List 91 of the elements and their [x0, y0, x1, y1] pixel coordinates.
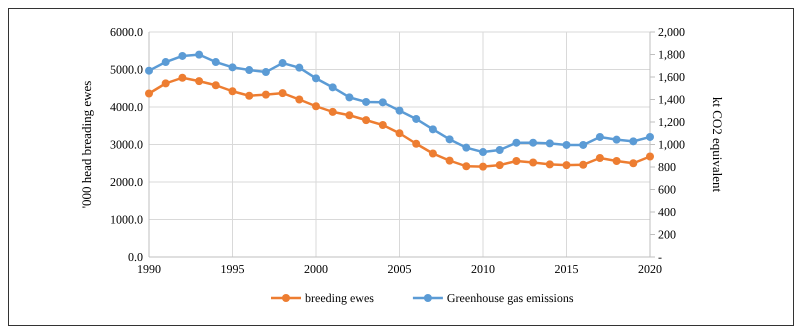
point: [178, 74, 186, 82]
y2-tick-label: 1,400: [658, 92, 685, 106]
y2-tick-label: 400: [658, 205, 676, 219]
point: [512, 157, 520, 165]
point: [262, 68, 270, 76]
point: [212, 81, 220, 90]
point: [278, 89, 287, 98]
x-tick-label: 2010: [471, 262, 495, 276]
legend-label: Greenhouse gas emissions: [446, 291, 574, 305]
point: [195, 77, 204, 86]
y-tick-label: 2000.0: [110, 175, 143, 189]
point: [345, 111, 354, 120]
point: [446, 156, 454, 165]
y-tick-label: 0.0: [128, 250, 143, 264]
point: [212, 58, 220, 66]
y2-tick-label: 1,800: [658, 48, 685, 62]
point: [579, 140, 588, 149]
y2-axis-title: kt CO2 equivalent: [710, 96, 725, 193]
y-tick-label: 4000.0: [110, 100, 143, 114]
x-tick-label: 2015: [554, 262, 578, 276]
y-axis-title: '000 head breading ewes: [79, 80, 94, 208]
point: [295, 96, 304, 104]
y-tick-label: 1000.0: [110, 212, 143, 226]
point: [295, 64, 304, 72]
point: [479, 148, 487, 156]
y2-tick-label: 200: [658, 228, 676, 242]
point: [596, 154, 604, 162]
point: [529, 158, 538, 166]
x-tick-label: 2020: [638, 262, 662, 276]
x-tick-label: 2000: [304, 262, 328, 276]
point: [378, 121, 387, 129]
point: [562, 161, 570, 170]
point: [428, 125, 437, 134]
point: [462, 144, 470, 152]
y2-tick-label: 800: [658, 160, 676, 174]
point: [312, 102, 320, 110]
point: [278, 59, 287, 68]
y2-tick-label: -: [658, 250, 662, 264]
x-tick-label: 1995: [220, 262, 244, 276]
point: [646, 132, 654, 141]
point: [328, 83, 337, 92]
point: [479, 162, 487, 171]
y2-tick-label: 1,000: [658, 138, 685, 152]
y-tick-label: 5000.0: [110, 62, 143, 76]
point: [629, 159, 638, 168]
x-tick-label: 1990: [137, 262, 161, 276]
point: [245, 92, 254, 100]
point: [446, 135, 454, 144]
point: [428, 150, 437, 158]
point: [312, 74, 320, 82]
y-tick-label: 3000.0: [110, 138, 143, 152]
point: [512, 138, 520, 147]
point: [646, 152, 654, 160]
point: [612, 157, 621, 165]
y2-tick-label: 600: [658, 182, 676, 196]
point: [529, 138, 538, 147]
point: [612, 136, 621, 144]
point: [412, 114, 420, 123]
point: [378, 98, 387, 106]
point: [596, 132, 604, 141]
point: [496, 161, 504, 170]
point: [328, 108, 337, 116]
y2-tick-label: 2,000: [658, 25, 685, 39]
point: [546, 139, 554, 148]
legend-label: breeding ewes: [305, 291, 374, 305]
point: [345, 93, 354, 102]
point: [162, 58, 170, 66]
y-tick-label: 6000.0: [110, 25, 143, 39]
y2-tick-label: 1,200: [658, 115, 685, 129]
point: [195, 50, 204, 59]
point: [145, 66, 153, 75]
point: [396, 106, 404, 115]
point: [496, 146, 504, 154]
point: [145, 90, 153, 98]
point: [262, 90, 270, 99]
point: [629, 137, 638, 146]
point: [228, 63, 236, 72]
y2-tick-label: 1,600: [658, 70, 685, 84]
point: [562, 140, 570, 149]
point: [396, 129, 404, 138]
point: [546, 160, 554, 168]
point: [362, 116, 370, 124]
point: [228, 87, 236, 96]
point: [579, 160, 588, 169]
point: [178, 52, 186, 60]
point: [245, 66, 254, 74]
point: [412, 140, 420, 148]
x-tick-label: 2005: [388, 262, 412, 276]
point: [162, 79, 170, 88]
point: [362, 98, 370, 106]
point: [462, 162, 470, 170]
